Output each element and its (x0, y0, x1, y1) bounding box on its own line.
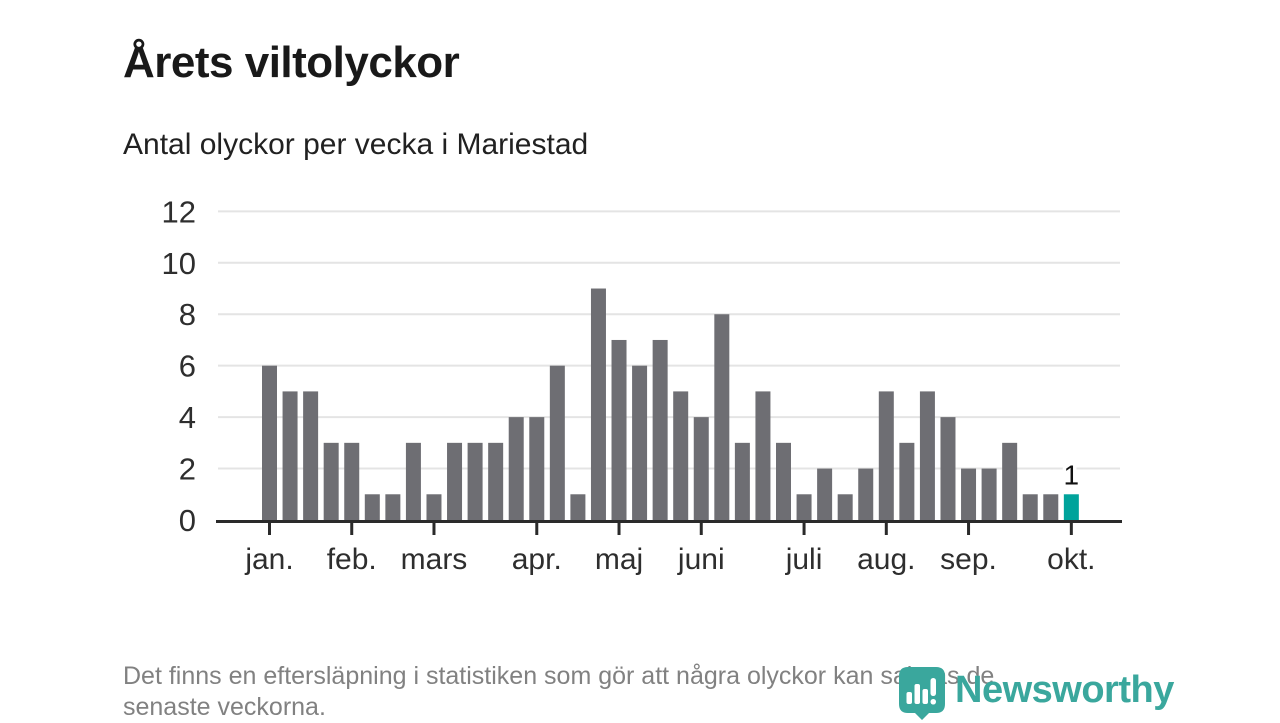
week-bar (611, 339, 627, 520)
newsworthy-logo-text: Newsworthy (955, 669, 1174, 711)
week-bar (858, 468, 874, 520)
week-bar (344, 442, 360, 520)
week-bar (508, 417, 524, 520)
week-bar (796, 494, 812, 520)
week-bar (693, 417, 709, 520)
y-axis-tick-label: 2 (179, 452, 196, 487)
week-bar (364, 494, 380, 520)
week-bar (385, 494, 401, 520)
week-bar (1002, 442, 1018, 520)
week-bar (1022, 494, 1038, 520)
x-axis-month-label: apr. (512, 543, 562, 576)
x-axis-month-label: juli (785, 543, 823, 576)
x-axis-month-label: jan. (244, 543, 293, 576)
week-bar (981, 468, 997, 520)
week-bar (899, 442, 915, 520)
week-bar (940, 417, 956, 520)
x-axis-month-label: maj (595, 543, 643, 576)
week-bar (488, 442, 504, 520)
y-axis-tick-label: 6 (179, 349, 196, 384)
footnote-line-2: senaste veckorna. (123, 693, 326, 721)
week-bar (405, 442, 421, 520)
week-bar (734, 442, 750, 520)
y-axis-tick-label: 12 (162, 194, 196, 229)
y-axis-tick-label: 10 (162, 246, 196, 281)
newsworthy-pin-barchart-icon (899, 667, 945, 720)
week-bar (1043, 494, 1059, 520)
week-bar (303, 391, 319, 520)
chart-subtitle: Antal olyckor per vecka i Mariestad (123, 128, 589, 161)
week-bar (549, 365, 565, 520)
chart-footnote: Det finns en eftersläpning i statistiken… (123, 661, 1183, 723)
y-axis-tick-label: 0 (179, 503, 196, 538)
week-bar (919, 391, 935, 520)
page-title: Årets viltolyckor (123, 38, 460, 88)
week-bar (961, 468, 977, 520)
x-axis-month-label: aug. (857, 543, 915, 576)
week-bar (837, 494, 853, 520)
week-bar (282, 391, 298, 520)
week-bar (632, 365, 648, 520)
footnote-line-1: Det finns en eftersläpning i statistiken… (123, 662, 995, 690)
x-axis-month-label: mars (401, 543, 468, 576)
week-bar (714, 314, 730, 520)
x-axis-month-label: feb. (327, 543, 377, 576)
week-bar (426, 494, 442, 520)
highlight-value-label: 1 (1064, 459, 1080, 490)
week-bar (776, 442, 791, 520)
x-axis-month-label: juni (677, 543, 725, 576)
week-bar (262, 365, 277, 520)
week-bar (323, 442, 339, 520)
x-axis-month-label: sep. (940, 543, 997, 576)
week-bar (529, 417, 545, 520)
week-bar (755, 391, 771, 520)
week-bar (673, 391, 689, 520)
week-bar (590, 288, 606, 520)
week-bar (570, 494, 586, 520)
week-bar (878, 391, 894, 520)
highlighted-week-bar (1063, 494, 1079, 520)
week-bar (447, 442, 463, 520)
x-axis-month-label: okt. (1047, 543, 1095, 576)
week-bar (652, 339, 668, 520)
week-bar (467, 442, 483, 520)
newsworthy-logo: Newsworthy (899, 667, 1174, 720)
y-axis-tick-label: 4 (179, 400, 196, 435)
y-axis-tick-label: 8 (179, 297, 196, 332)
week-bar (817, 468, 833, 520)
